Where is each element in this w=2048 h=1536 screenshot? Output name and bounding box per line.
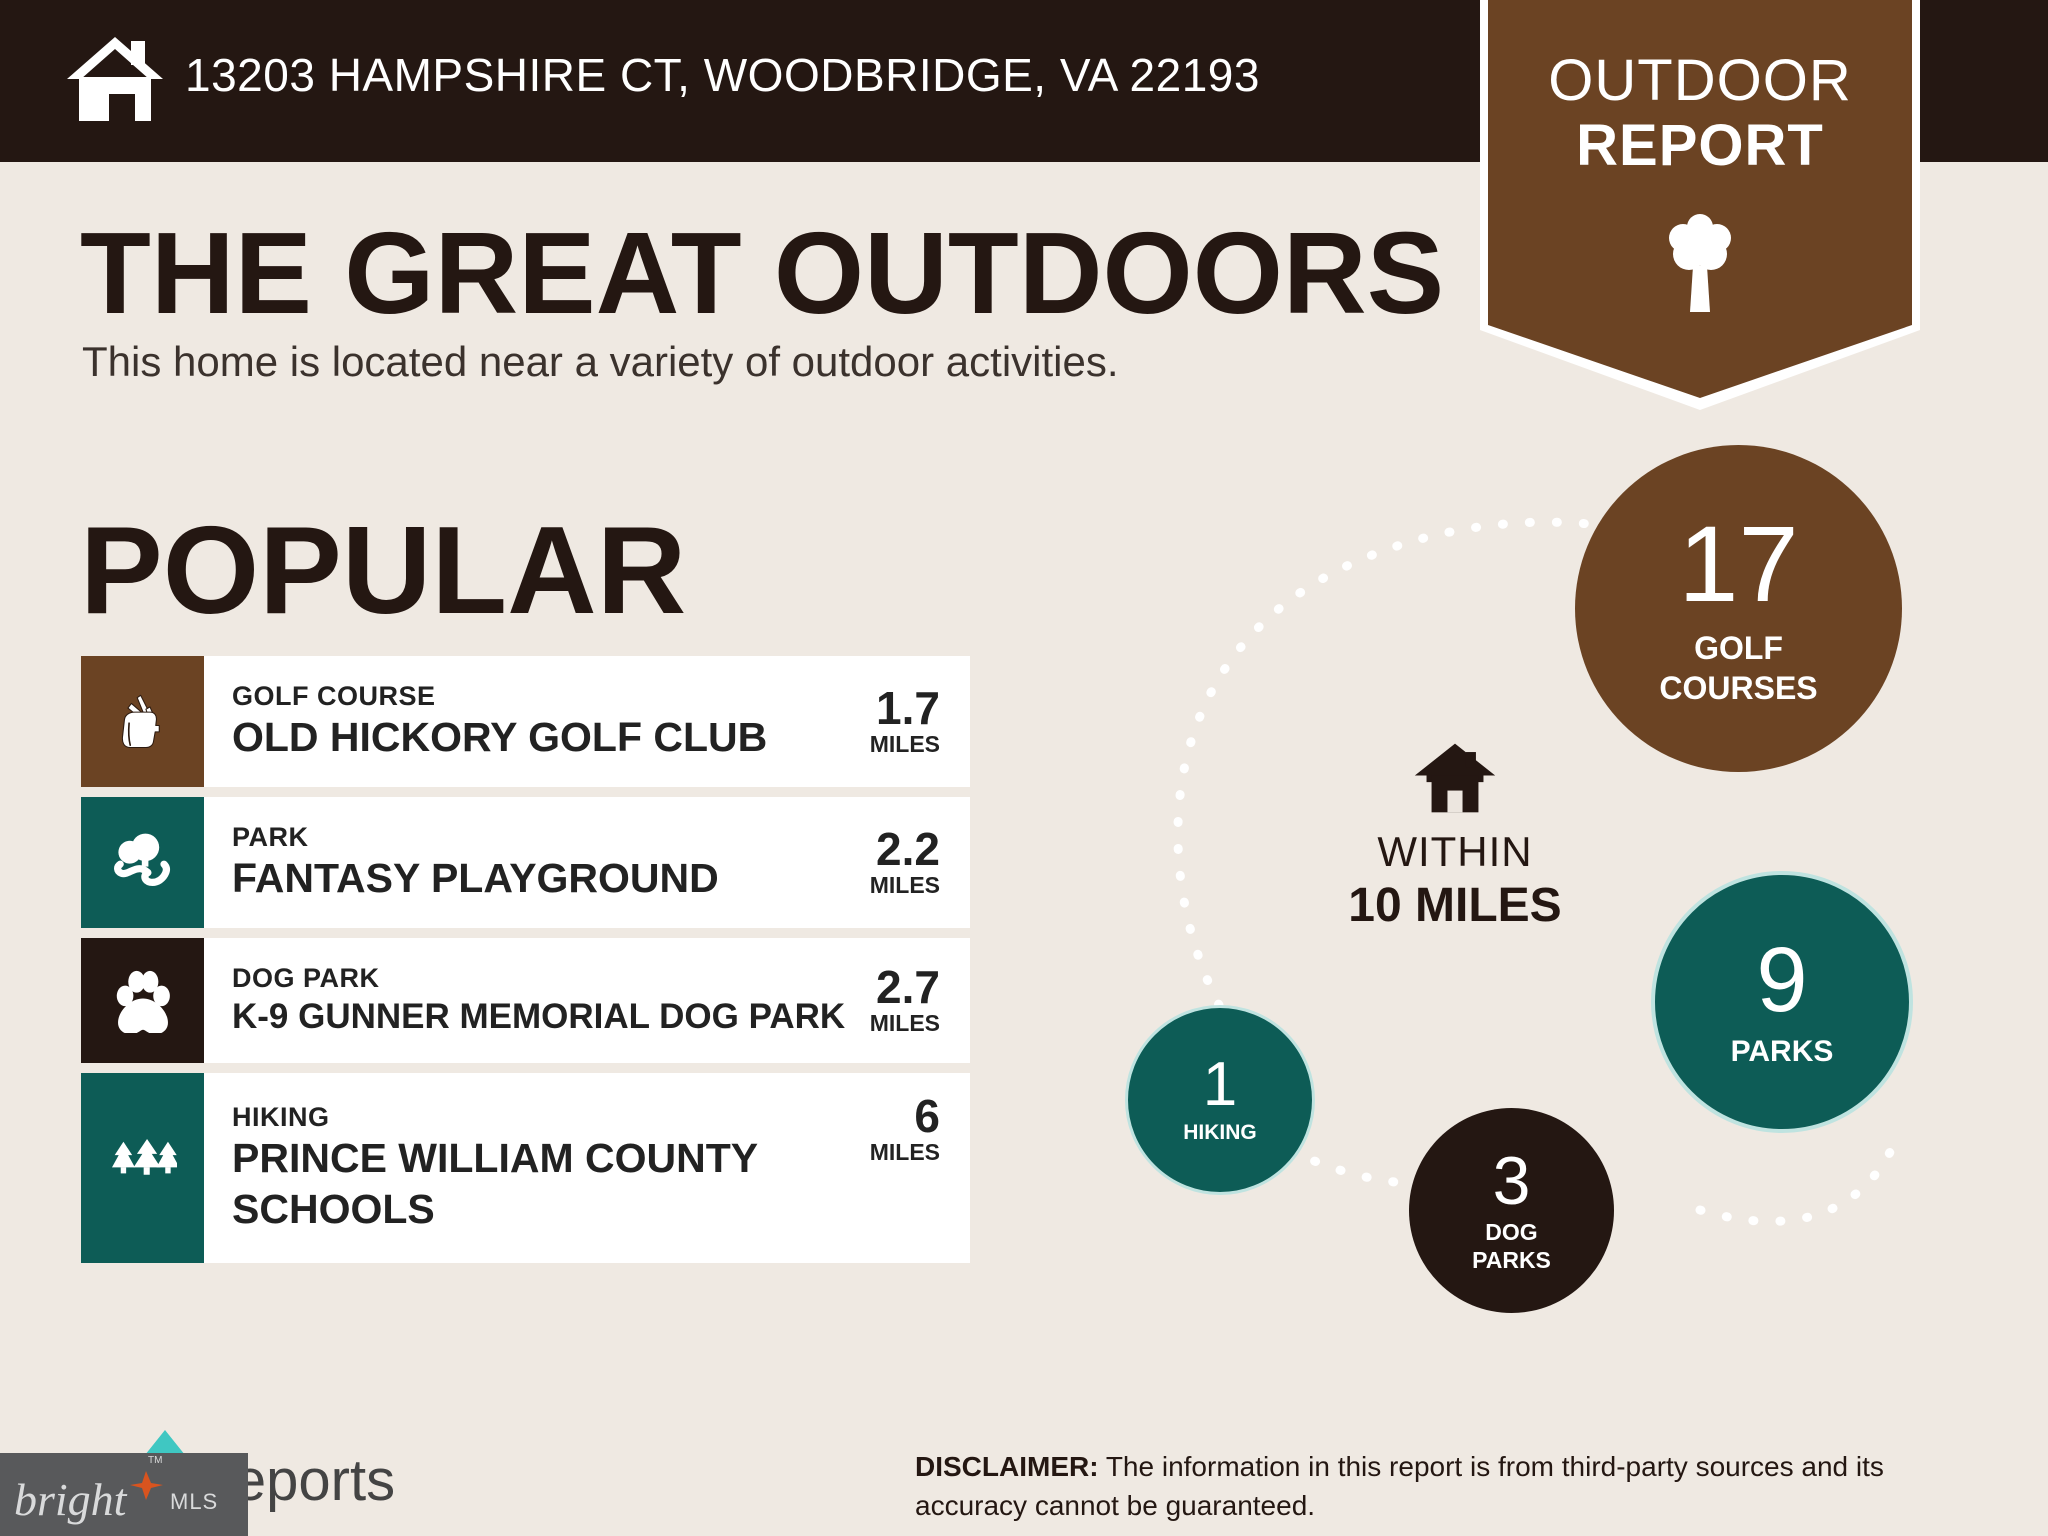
svg-text:MLS: MLS: [170, 1489, 218, 1514]
svg-text:TM: TM: [148, 1455, 162, 1466]
svg-text:bright: bright: [14, 1474, 128, 1525]
svg-text:OUTDOOR: OUTDOOR: [1548, 48, 1851, 113]
svg-text:REPORT: REPORT: [1576, 113, 1824, 178]
